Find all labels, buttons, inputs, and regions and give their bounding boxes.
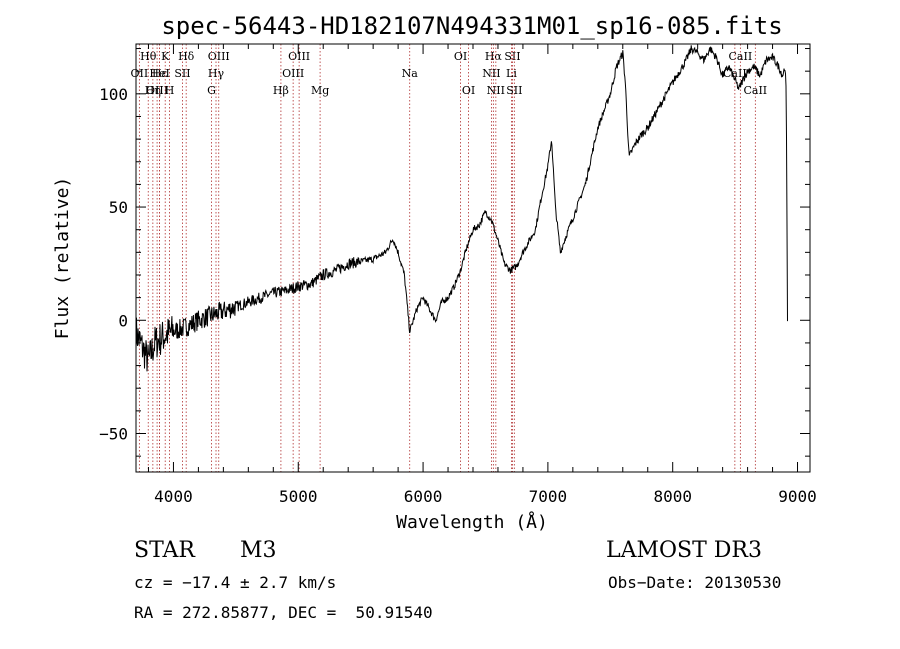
line-label: CaII <box>729 50 753 63</box>
line-label: NII <box>487 84 505 97</box>
line-label: Hβ <box>273 84 289 97</box>
spectrum-line <box>135 45 788 372</box>
line-label: HeI <box>149 67 169 80</box>
line-label: Hα <box>485 50 503 63</box>
cz-value: cz = −17.4 ± 2.7 km/s <box>134 573 337 592</box>
axis-ticks: 4000 5000 6000 7000 8000 9000 −50 0 50 100 <box>99 44 817 506</box>
x-tick-label: 6000 <box>404 487 443 506</box>
line-label: G <box>207 84 216 97</box>
line-label: OIII <box>146 84 168 97</box>
line-label: H <box>165 84 175 97</box>
ra-dec: RA = 272.85877, DEC = 50.91540 <box>134 603 433 622</box>
line-label: Li <box>506 67 517 80</box>
line-label: CaII <box>723 67 747 80</box>
y-tick-label: 0 <box>118 311 128 330</box>
x-tick-label: 9000 <box>778 487 817 506</box>
line-label: K <box>161 50 170 63</box>
line-label: SII <box>174 67 190 80</box>
plot-frame <box>135 43 811 473</box>
line-label: NII <box>482 67 500 80</box>
line-label: OIII <box>208 50 230 63</box>
obs-date: Obs−Date: 20130530 <box>608 573 782 592</box>
y-tick-label: 50 <box>109 198 128 217</box>
line-label: SII <box>504 50 520 63</box>
y-tick-label: 100 <box>99 85 128 104</box>
line-label: Mg <box>311 84 329 97</box>
line-label: Hδ <box>178 50 195 63</box>
x-axis-label: Wavelength (Å) <box>396 511 548 533</box>
class-label: STAR <box>134 538 195 563</box>
subclass-label: M3 <box>240 538 277 563</box>
line-label: Na <box>402 67 419 80</box>
x-tick-label: 7000 <box>529 487 568 506</box>
chart-title: spec-56443-HD182107N494331M01_sp16-085.f… <box>161 12 782 40</box>
line-label: OI <box>462 84 475 97</box>
x-tick-label: 4000 <box>154 487 193 506</box>
survey-label: LAMOST DR3 <box>606 538 762 563</box>
y-axis-label: Flux (relative) <box>52 177 73 340</box>
line-label: CaII <box>743 84 767 97</box>
line-label: SII <box>506 84 522 97</box>
x-tick-label: 5000 <box>279 487 318 506</box>
line-label: Hη <box>145 84 161 97</box>
line-label: OII <box>131 67 149 80</box>
y-tick-label: −50 <box>99 425 128 444</box>
line-label: OIII <box>282 67 304 80</box>
line-label: OIII <box>288 50 310 63</box>
line-label: Hγ <box>208 67 225 80</box>
line-label: Hθ <box>140 50 157 63</box>
x-tick-label: 8000 <box>653 487 692 506</box>
line-label: OI <box>454 50 467 63</box>
